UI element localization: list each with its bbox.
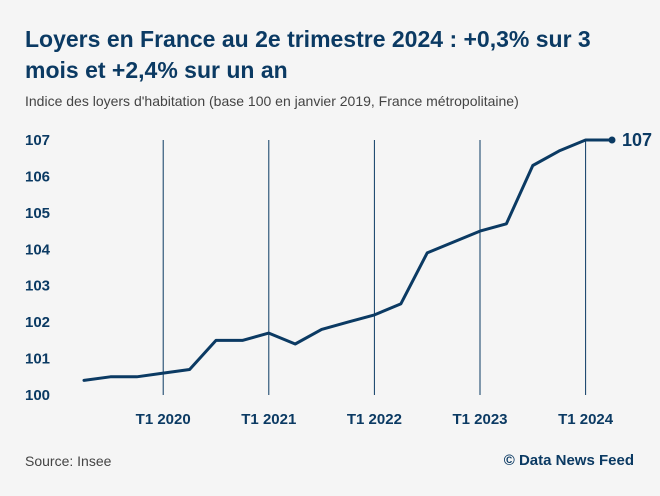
y-tick-label: 106 [25,168,50,185]
data-points [608,136,616,144]
x-tick-label: T1 2020 [136,411,191,428]
y-axis-ticks: 100 101 102 103 104 105 106 107 [25,132,51,404]
x-tick-label: T1 2023 [452,411,507,428]
y-tick-label: 101 [25,351,50,368]
y-tick-label: 100 [25,387,50,404]
credit-label: © Data News Feed [503,452,634,469]
end-value-label: 107 [622,130,652,150]
series-line [82,138,614,382]
end-point [608,136,616,144]
y-tick-label: 103 [25,278,50,295]
chart-subtitle: Indice des loyers d'habitation (base 100… [25,93,519,109]
y-tick-label: 107 [25,132,50,149]
x-axis-ticks: T1 2020 T1 2021 T1 2022 T1 2023 T1 2024 [136,411,614,428]
grid-lines [162,140,587,395]
x-tick-label: T1 2021 [241,411,296,428]
x-tick-label: T1 2024 [558,411,614,428]
chart-title: Loyers en France au 2e trimestre 2024 : … [25,26,591,83]
y-tick-label: 105 [25,205,50,222]
source-note: Source: Insee [25,453,112,469]
x-tick-label: T1 2022 [347,411,402,428]
y-tick-label: 102 [25,314,50,331]
y-tick-label: 104 [25,241,51,258]
